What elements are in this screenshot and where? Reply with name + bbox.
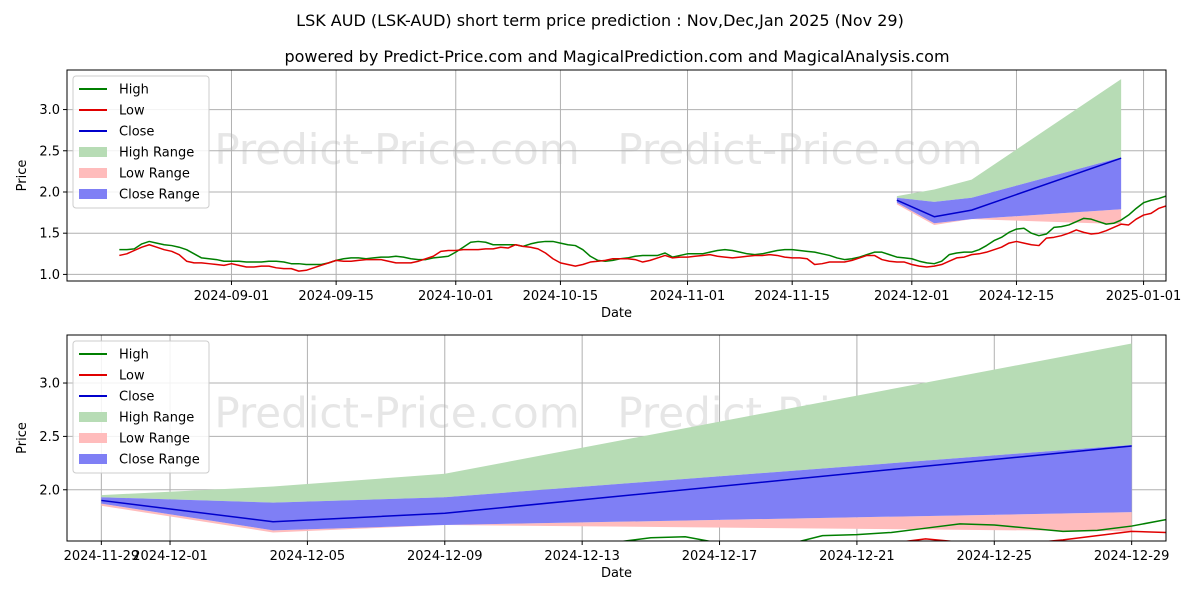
x-axis-label: Date — [601, 306, 632, 321]
legend-swatch-patch — [79, 433, 107, 443]
legend-entry: Low — [119, 104, 145, 119]
x-tick-label: 2024-12-05 — [270, 549, 346, 564]
legend-swatch-patch — [79, 412, 107, 422]
close-range-band — [101, 444, 1132, 531]
y-tick-label: 1.5 — [39, 227, 60, 242]
y-tick-label: 2.5 — [39, 430, 60, 445]
x-tick-label: 2024-12-15 — [979, 289, 1055, 304]
legend-entry: High Range — [119, 411, 194, 426]
low-range-band — [101, 503, 1132, 533]
legend-entry: Low Range — [119, 432, 190, 447]
high-range-band — [896, 79, 1122, 202]
x-tick-label: 2024-12-01 — [874, 289, 950, 304]
x-tick-label: 2024-10-01 — [418, 289, 494, 304]
low-range-band — [896, 202, 1122, 225]
x-tick-label: 2024-12-29 — [1094, 549, 1170, 564]
x-tick-label: 2024-11-01 — [650, 289, 726, 304]
legend-entry: High — [119, 348, 149, 363]
watermark-left: Predict-Price.com — [214, 125, 579, 174]
legend-entry: Close Range — [119, 453, 200, 468]
legend-swatch-patch — [79, 168, 107, 178]
x-tick-label: 2024-09-01 — [194, 289, 270, 304]
axes-frame — [66, 334, 1167, 542]
x-tick-label: 2024-11-29 — [64, 549, 140, 564]
high-series-line — [119, 195, 1166, 266]
close-forecast-line — [101, 445, 1132, 523]
legend-entry: High — [119, 83, 149, 98]
legend-swatch-patch — [79, 189, 107, 199]
y-tick-label: 2.5 — [39, 144, 60, 159]
legend-entry: High Range — [119, 146, 194, 161]
legend-entry: Close — [119, 125, 154, 140]
y-tick-label: 3.0 — [39, 377, 60, 392]
chart-title: LSK AUD (LSK-AUD) short term price predi… — [296, 11, 904, 30]
x-tick-label: 2024-11-15 — [754, 289, 830, 304]
legend-entry: Close — [119, 390, 154, 405]
high-range-band — [101, 343, 1132, 503]
x-tick-label: 2024-12-09 — [407, 549, 483, 564]
axes-frame — [66, 69, 1167, 282]
watermark-left: Predict-Price.com — [214, 388, 579, 437]
y-tick-label: 1.0 — [39, 268, 60, 283]
x-tick-label: 2024-09-15 — [298, 289, 374, 304]
x-tick-label: 2024-12-25 — [957, 549, 1033, 564]
legend-entry: Low — [119, 369, 145, 384]
y-tick-label: 2.0 — [39, 185, 60, 200]
y-tick-label: 2.0 — [39, 483, 60, 498]
watermark-right: Predict-Price.com — [617, 125, 982, 174]
x-tick-label: 2024-12-21 — [819, 549, 895, 564]
legend-entry: Low Range — [119, 167, 190, 182]
plot-area — [101, 343, 1166, 541]
close-forecast-line — [896, 157, 1122, 218]
x-tick-label: 2025-01-01 — [1106, 289, 1182, 304]
y-tick-label: 3.0 — [39, 103, 60, 118]
legend-swatch-patch — [79, 147, 107, 157]
legend-swatch-patch — [79, 454, 107, 464]
x-tick-label: 2024-10-15 — [523, 289, 599, 304]
legend: High Low Close High Range Low Range Close Ran… — [72, 75, 210, 209]
overview-panel: Predict-Price.com Predict-Price.com 2024-0… — [15, 69, 1182, 321]
close-range-band — [896, 157, 1122, 224]
x-tick-label: 2024-12-01 — [132, 549, 208, 564]
x-tick-label: 2024-12-13 — [544, 549, 620, 564]
low-series-line — [119, 205, 1166, 272]
plot-area — [119, 79, 1166, 272]
forecast-zoom-panel: Predict-Price.comPredict-Price.com2024-1… — [15, 334, 1170, 581]
y-axis-label: Price — [15, 160, 30, 192]
legend-entry: Close Range — [119, 188, 200, 203]
legend: High Low Close High Range Low Range Close Ran… — [72, 340, 210, 474]
chart-subtitle: powered by Predict-Price.com and Magical… — [284, 47, 949, 66]
x-tick-label: 2024-12-17 — [682, 549, 758, 564]
y-axis-label: Price — [15, 422, 30, 454]
x-axis-label: Date — [601, 566, 632, 581]
